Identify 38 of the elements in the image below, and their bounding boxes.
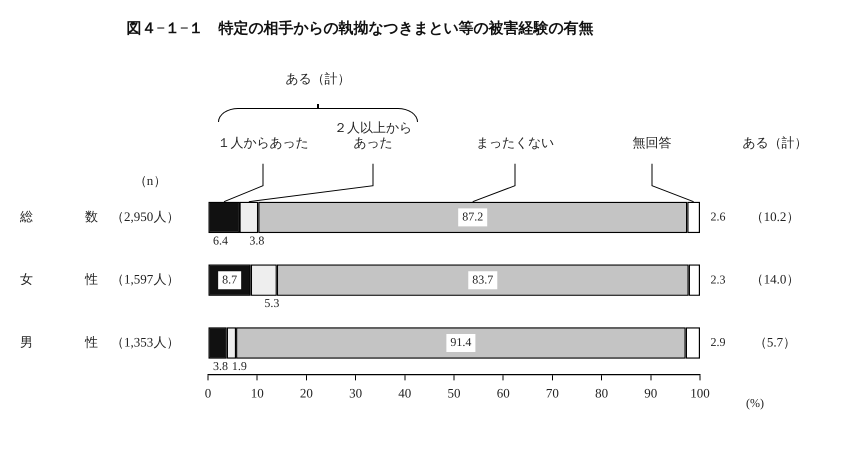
data-label: 2.3 bbox=[710, 272, 726, 286]
x-tick-label: 60 bbox=[496, 386, 510, 401]
data-label: 8.7 bbox=[222, 272, 238, 286]
data-label: 87.2 bbox=[462, 210, 484, 224]
x-tick-label: 40 bbox=[398, 386, 412, 401]
text: （10.2） bbox=[750, 208, 800, 224]
text: １人からあった bbox=[218, 135, 308, 150]
x-axis-title: (%) bbox=[746, 396, 764, 410]
data-label: 6.4 bbox=[213, 233, 228, 248]
text: 無回答 bbox=[632, 135, 672, 150]
x-tick-label: 0 bbox=[204, 386, 212, 401]
y-tick-label: 総 数 （2,950人） bbox=[19, 208, 180, 224]
data-label: 2.6 bbox=[710, 210, 726, 224]
x-tick-label: 90 bbox=[644, 386, 658, 401]
x-tick-label: 100 bbox=[690, 386, 710, 401]
x-tick-label: 80 bbox=[595, 386, 608, 401]
data-label: 3.8 bbox=[249, 233, 264, 248]
x-tick-label: 10 bbox=[250, 386, 264, 401]
y-tick-label: 女 性 （1,597人） bbox=[20, 272, 180, 287]
data-label: 91.4 bbox=[450, 335, 472, 350]
data-label: 2.9 bbox=[710, 335, 726, 350]
text: ある（計） bbox=[286, 71, 350, 86]
x-tick-label: 20 bbox=[300, 386, 313, 401]
text: （5.7） bbox=[754, 334, 796, 350]
data-label: 3.8 bbox=[213, 358, 228, 373]
text: ある（計） bbox=[742, 135, 808, 150]
x-tick-label: 50 bbox=[448, 386, 460, 401]
text: ２人以上からあった bbox=[334, 120, 412, 150]
data-label: 83.7 bbox=[472, 272, 494, 286]
data-label: 1.9 bbox=[232, 358, 247, 373]
text: （n） bbox=[134, 173, 166, 188]
text: （14.0） bbox=[750, 272, 800, 287]
x-tick-label: 30 bbox=[349, 386, 362, 401]
data-label: 5.3 bbox=[264, 296, 280, 310]
text: まったくない bbox=[476, 135, 554, 150]
chart-title: 図４−１−１ 特定の相手からの執拗なつきまとい等の被害経験の有無 bbox=[126, 18, 594, 37]
y-tick-label: 男 性 （1,353人） bbox=[20, 334, 180, 350]
x-tick-label: 70 bbox=[546, 386, 559, 401]
